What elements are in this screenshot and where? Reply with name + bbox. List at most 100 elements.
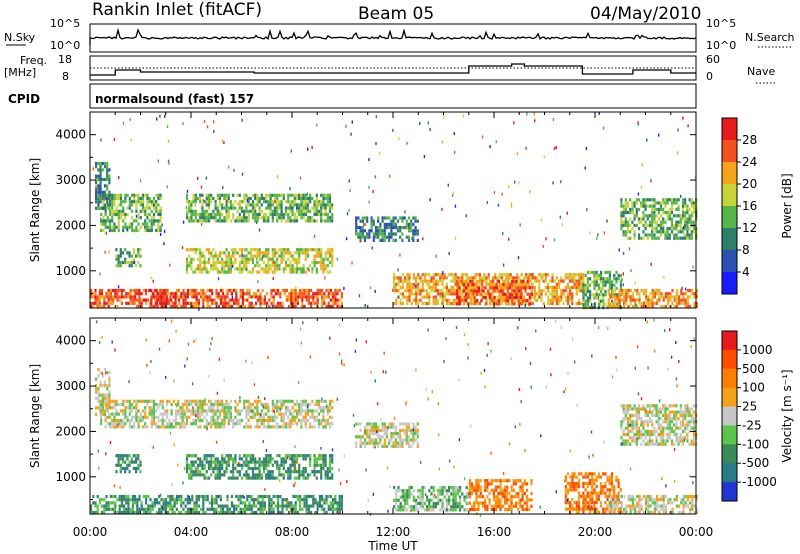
echo-cell bbox=[293, 418, 296, 423]
echo-cell bbox=[135, 209, 138, 213]
echo-cell bbox=[240, 206, 244, 210]
echo-cell bbox=[230, 288, 233, 293]
echo-cell bbox=[146, 193, 149, 197]
colorbar-segment bbox=[722, 250, 737, 273]
echo-cell bbox=[304, 254, 307, 258]
echo-cell bbox=[542, 279, 545, 283]
echo-cell bbox=[249, 409, 252, 413]
echo-cell bbox=[167, 298, 171, 302]
echo-cell bbox=[593, 270, 596, 274]
echo-cell bbox=[226, 498, 229, 502]
echo-cell bbox=[97, 387, 100, 391]
echo-cell bbox=[659, 230, 663, 234]
echo-cell bbox=[248, 288, 251, 293]
echo-cell bbox=[298, 193, 301, 197]
echo-cell bbox=[216, 425, 219, 429]
echo-cell bbox=[170, 412, 173, 416]
echo-cell bbox=[393, 289, 396, 293]
echo-cell bbox=[586, 296, 589, 300]
echo-cell bbox=[331, 415, 334, 419]
echo-cell bbox=[693, 304, 696, 309]
echo-cell bbox=[94, 288, 97, 293]
echo-cell bbox=[284, 212, 288, 217]
echo-cell bbox=[471, 279, 474, 284]
echo-cell bbox=[113, 209, 116, 213]
echo-cell bbox=[620, 220, 623, 224]
echo-cell bbox=[103, 177, 107, 182]
echo-cell bbox=[291, 206, 294, 210]
echo-cell bbox=[597, 274, 600, 278]
echo-cell bbox=[128, 399, 131, 403]
echo-cell bbox=[309, 219, 312, 223]
echo-cell bbox=[313, 470, 316, 474]
echo-cell bbox=[199, 412, 202, 416]
echo-cell bbox=[441, 292, 444, 296]
echo-cell bbox=[271, 473, 274, 477]
echo-cell bbox=[329, 292, 332, 296]
echo-cell bbox=[145, 301, 148, 305]
echo-cell bbox=[192, 248, 195, 252]
echo-point bbox=[126, 228, 128, 232]
echo-cell bbox=[617, 277, 620, 281]
echo-cell bbox=[432, 273, 435, 277]
echo-cell bbox=[126, 454, 129, 458]
echo-cell bbox=[460, 279, 463, 284]
echo-cell bbox=[219, 494, 222, 499]
echo-cell bbox=[223, 460, 226, 464]
echo-cell bbox=[355, 226, 358, 230]
echo-cell bbox=[334, 295, 337, 299]
echo-cell bbox=[152, 422, 156, 426]
echo-cell bbox=[195, 304, 198, 309]
echo-cell bbox=[114, 288, 117, 293]
echo-cell bbox=[322, 267, 325, 271]
echo-cell bbox=[192, 473, 195, 477]
echo-cell bbox=[260, 473, 263, 477]
echo-cell bbox=[324, 212, 327, 217]
echo-cell bbox=[328, 219, 332, 223]
echo-cell bbox=[311, 267, 314, 271]
echo-cell bbox=[92, 292, 95, 296]
echo-cell bbox=[631, 211, 634, 215]
echo-cell bbox=[167, 292, 170, 296]
echo-cell bbox=[593, 277, 596, 281]
echo-cell bbox=[280, 248, 283, 252]
echo-cell bbox=[282, 425, 285, 429]
echo-cell bbox=[201, 251, 204, 255]
echo-cell bbox=[640, 304, 643, 309]
echo-cell bbox=[673, 304, 676, 309]
echo-cell bbox=[238, 454, 241, 458]
echo-cell bbox=[439, 289, 442, 293]
echo-cell bbox=[320, 251, 323, 255]
echo-point bbox=[398, 137, 400, 141]
echo-cell bbox=[669, 295, 672, 299]
echo-cell bbox=[221, 473, 224, 477]
echo-cell bbox=[580, 285, 583, 290]
echo-cell bbox=[122, 225, 125, 229]
echo-cell bbox=[359, 422, 362, 426]
echo-cell bbox=[300, 193, 303, 197]
echo-cell bbox=[97, 203, 100, 207]
echo-cell bbox=[97, 168, 100, 172]
echo-cell bbox=[216, 473, 219, 477]
echo-cell bbox=[137, 418, 140, 423]
echo-cell bbox=[305, 501, 308, 505]
echo-point bbox=[231, 264, 234, 268]
echo-cell bbox=[317, 402, 321, 407]
echo-cell bbox=[315, 460, 318, 464]
echo-cell bbox=[245, 425, 248, 429]
echo-cell bbox=[452, 279, 455, 283]
echo-cell bbox=[160, 498, 163, 502]
echo-cell bbox=[260, 409, 263, 413]
echo-cell bbox=[186, 292, 189, 296]
echo-cell bbox=[372, 238, 375, 242]
echo-cell bbox=[284, 454, 288, 458]
freq-trace bbox=[90, 63, 696, 76]
echo-cell bbox=[320, 219, 323, 223]
echo-cell bbox=[192, 196, 195, 201]
echo-cell bbox=[268, 494, 271, 499]
echo-cell bbox=[224, 504, 227, 508]
echo-cell bbox=[225, 193, 228, 197]
echo-cell bbox=[273, 267, 277, 271]
echo-cell bbox=[408, 295, 411, 299]
echo-cell bbox=[558, 285, 561, 290]
